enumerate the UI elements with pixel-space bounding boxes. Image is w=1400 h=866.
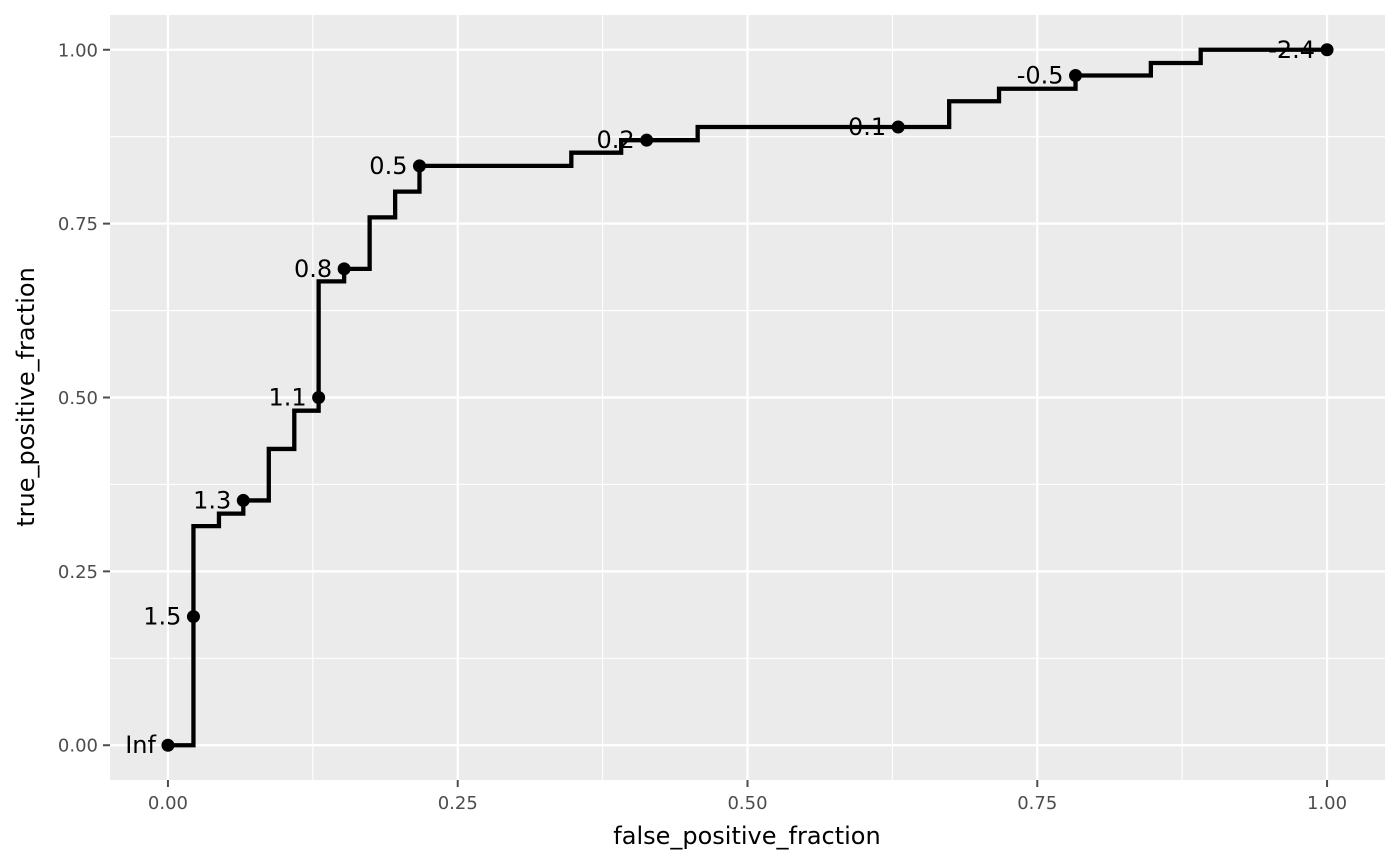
threshold-label-2: 1.3 <box>193 486 231 514</box>
y-tick-label-4: 1.00 <box>58 40 98 61</box>
x-tick-label-4: 1.00 <box>1307 793 1347 814</box>
y-tick-label-3: 0.75 <box>58 214 98 235</box>
threshold-label-4: 0.8 <box>294 255 332 283</box>
threshold-label-0: Inf <box>125 731 156 759</box>
x-axis-ticks: 0.00 0.25 0.50 0.75 1.00 <box>148 780 1347 814</box>
threshold-label-1: 1.5 <box>143 603 181 631</box>
threshold-label-3: 1.1 <box>268 384 306 412</box>
x-tick-label-1: 0.25 <box>438 793 478 814</box>
threshold-point-1 <box>186 610 200 624</box>
x-tick-label-3: 0.75 <box>1017 793 1057 814</box>
threshold-label-6: 0.2 <box>596 126 634 154</box>
threshold-point-9 <box>1320 43 1334 57</box>
y-tick-label-0: 0.00 <box>58 736 98 757</box>
threshold-point-3 <box>312 391 326 404</box>
threshold-point-7 <box>891 120 905 134</box>
y-axis-title: true_positive_fraction <box>12 267 40 527</box>
x-tick-label-2: 0.50 <box>727 793 767 814</box>
x-axis-title: false_positive_fraction <box>613 822 880 850</box>
threshold-point-6 <box>640 133 654 147</box>
y-axis-ticks: 0.00 0.25 0.50 0.75 1.00 <box>58 40 110 757</box>
threshold-point-8 <box>1069 69 1083 83</box>
threshold-label-8: -0.5 <box>1017 62 1064 90</box>
threshold-label-7: 0.1 <box>848 113 886 141</box>
threshold-point-0 <box>161 738 175 752</box>
threshold-label-9: -2.4 <box>1268 36 1315 64</box>
x-tick-label-0: 0.00 <box>148 793 188 814</box>
threshold-labels: Inf 1.5 1.3 1.1 0.8 0.5 0.2 0.1 -0.5 -2.4 <box>125 36 1315 759</box>
threshold-point-2 <box>236 493 250 507</box>
threshold-point-4 <box>337 262 351 276</box>
y-tick-label-2: 0.50 <box>58 388 98 409</box>
roc-step-line <box>167 47 1328 748</box>
threshold-points <box>161 43 1334 752</box>
y-tick-label-1: 0.25 <box>58 562 98 583</box>
threshold-point-5 <box>412 159 426 173</box>
threshold-label-5: 0.5 <box>369 152 407 180</box>
